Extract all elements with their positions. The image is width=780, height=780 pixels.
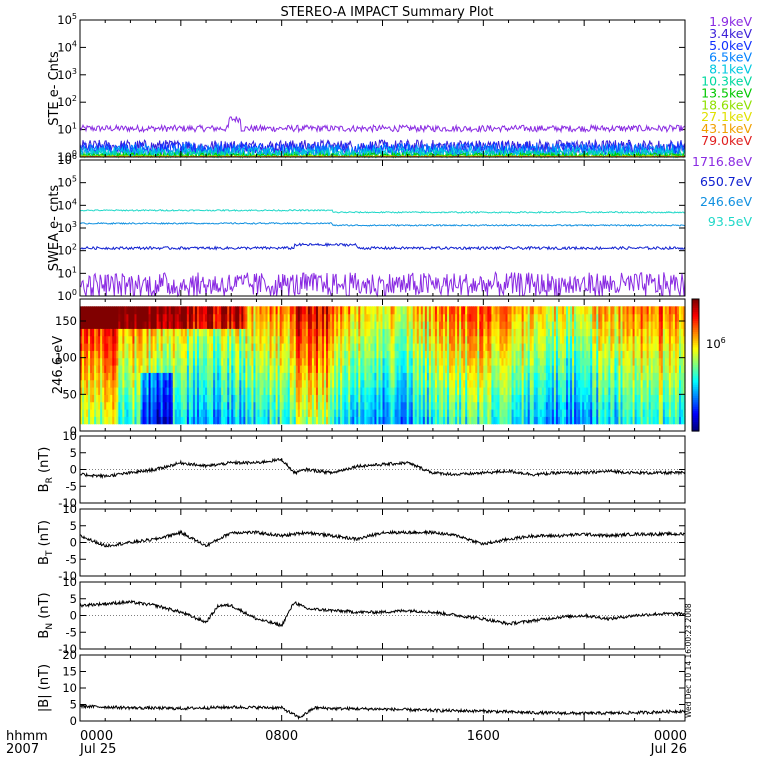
- panel-swea-series-0: [79, 270, 686, 298]
- panel-bn-tick-label-0: -10: [58, 642, 77, 656]
- panel-ste-tick-label-3: 103: [57, 67, 77, 82]
- panel-ste-legend-6: 13.5keV: [701, 85, 752, 100]
- panel-bt-tick-label-1: -5: [66, 552, 77, 566]
- panel-pad-tick-label-0: 0: [70, 424, 77, 438]
- panel-bn-tick-label-4: 10: [62, 575, 77, 589]
- panel-bn-tick-label-2: 0: [70, 609, 77, 623]
- panel-br-tick-label-4: 10: [62, 429, 77, 443]
- hhmm-label: hhmm: [6, 729, 48, 744]
- panel-pad-cells: [80, 306, 686, 425]
- legends: 1.9keV3.4keV5.0keV6.5keV8.1keV10.3keV13.…: [692, 14, 752, 229]
- panel-ste-tick-label-2: 102: [57, 94, 77, 109]
- panel-br-tick-label-2: 0: [70, 463, 77, 477]
- panel-bn-ylabel: BN (nT): [37, 592, 55, 638]
- panel-swea-legend-0: 1716.8eV: [692, 154, 752, 169]
- panel-ste-legend-4: 8.1keV: [709, 62, 752, 77]
- x-tick-label-0: 0000: [80, 729, 113, 744]
- panel-ste-legend-2: 5.0keV: [709, 38, 752, 53]
- year-label: 2007: [6, 742, 39, 757]
- panel-bt: -10 -5 0 5 10 BT (nT): [37, 502, 686, 583]
- panel-br-tick-label-3: 5: [70, 446, 77, 460]
- panel-ste-legend-1: 3.4keV: [709, 26, 752, 41]
- panel-bmag-trace: [79, 703, 686, 721]
- panel-bmag: 0 5 10 15 20 |B| (nT): [37, 648, 686, 728]
- panel-pad-tick-label-1: 50: [62, 387, 77, 401]
- panel-ste-legend-9: 43.1keV: [701, 121, 752, 136]
- panel-bt-tick-label-2: 0: [70, 536, 77, 550]
- panel-ste-tick-label-1: 101: [57, 122, 77, 137]
- panel-ste-legend-3: 6.5keV: [709, 50, 752, 65]
- panel-ste-legend-7: 18.6keV: [701, 97, 752, 112]
- plot-title: STEREO-A IMPACT Summary Plot: [280, 5, 493, 20]
- panel-swea-ylabel: SWEA e- cnts: [47, 185, 62, 272]
- panel-swea-tick-label-2: 102: [57, 243, 77, 258]
- panel-bmag-tick-label-3: 15: [62, 665, 77, 679]
- panel-ste-ylabel: STE e- Cnts: [47, 51, 62, 126]
- x-tick-label-2: 1600: [467, 729, 500, 744]
- x-tick-label-1: 0800: [265, 729, 298, 744]
- panel-bmag-frame: [79, 654, 686, 722]
- panel-bmag-tick-label-1: 5: [70, 698, 77, 712]
- panel-br-ylabel: BR (nT): [37, 447, 55, 493]
- panel-bt-trace: [79, 529, 686, 548]
- panel-bmag-tick-label-4: 20: [62, 648, 77, 662]
- panel-swea-legend-3: 93.5eV: [708, 214, 753, 229]
- panel-ste-tick-label-0: 100: [57, 149, 77, 164]
- panel-ste-tick-label-5: 105: [57, 12, 77, 27]
- panel-br-tick-label-1: -5: [66, 479, 77, 493]
- panel-bn-tick-label-3: 5: [70, 592, 77, 606]
- panel-bmag-ylabel: |B| (nT): [37, 664, 52, 712]
- x-date-label-3: Jul 26: [650, 742, 687, 757]
- panel-bt-tick-label-4: 10: [62, 502, 77, 516]
- panel-br-tick-label-0: -10: [58, 496, 77, 510]
- panel-ste-legend-8: 27.1keV: [701, 109, 752, 124]
- panel-ste-frame: [79, 19, 686, 158]
- panel-swea-tick-label-1: 101: [57, 265, 77, 280]
- panel-bn-trace: [79, 599, 686, 628]
- panel-ste-legend-10: 79.0keV: [701, 133, 752, 148]
- panel-swea-frame: [79, 159, 686, 297]
- panel-swea-tick-label-5: 105: [57, 175, 77, 190]
- panel-bt-tick-label-0: -10: [58, 569, 77, 583]
- panel-ste-tick-label-4: 104: [57, 39, 77, 54]
- x-date-label-0: Jul 25: [79, 742, 116, 757]
- panel-swea-tick-label-6: 106: [57, 152, 77, 167]
- panel-swea: 100 101 102 103 104 105 106 SWEA e- cnts: [47, 152, 686, 303]
- panel-swea-series-3: [79, 208, 685, 214]
- panel-pad-tick-label-2: 100: [55, 351, 77, 365]
- colorbar-label: 106: [706, 336, 726, 351]
- panel-ste-legend-5: 10.3keV: [701, 74, 752, 89]
- panel-swea-tick-label-0: 100: [57, 288, 77, 303]
- panel-swea-legend-1: 650.7eV: [700, 174, 752, 189]
- panel-bt-ylabel: BT (nT): [37, 520, 55, 565]
- panel-bn: -10 -5 0 5 10 BN (nT): [37, 575, 686, 656]
- panel-ste-legend-0: 1.9keV: [709, 14, 752, 29]
- panel-pad: 0 50 100 150 246.6 eV 106: [51, 298, 726, 438]
- panel-bt-tick-label-3: 5: [70, 519, 77, 533]
- panel-pad-tick-label-3: 150: [55, 314, 77, 328]
- panel-swea-series-1: [79, 242, 686, 251]
- panel-swea-legend-2: 246.6eV: [700, 194, 752, 209]
- panel-swea-series-2: [79, 221, 686, 227]
- panel-bmag-tick-label-2: 10: [62, 681, 77, 695]
- panel-ste: 100 101 102 103 104 105 STE e- Cnts: [47, 12, 686, 164]
- panel-pad-ylabel: 246.6 eV: [51, 336, 66, 394]
- x-tick-label-3: 0000: [654, 729, 687, 744]
- panel-br-trace: [79, 457, 686, 480]
- timestamp-stamp: Wed Dec 10 14 16:00:23 2008: [684, 603, 693, 718]
- panel-swea-tick-label-3: 103: [57, 220, 77, 235]
- panel-bmag-tick-label-0: 0: [70, 714, 77, 728]
- panel-ste-series-0: [79, 116, 686, 134]
- panel-swea-tick-label-4: 104: [57, 197, 77, 212]
- panel-bn-tick-label-1: -5: [66, 625, 77, 639]
- panel-br: -10 -5 0 5 10 BR (nT): [37, 429, 686, 510]
- colorbar: 106: [691, 298, 726, 432]
